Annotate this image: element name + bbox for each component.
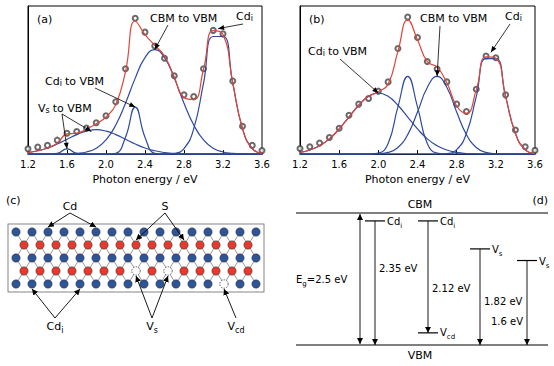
- svg-text:Cd: Cd: [505, 10, 520, 23]
- svg-text:to VBM: to VBM: [53, 102, 92, 115]
- svg-text:i: i: [251, 14, 253, 23]
- svg-text:3.2: 3.2: [215, 159, 231, 170]
- svg-text:CBM: CBM: [408, 198, 433, 211]
- svg-text:2.8: 2.8: [176, 159, 192, 170]
- svg-text:Photon energy / eV: Photon energy / eV: [92, 173, 198, 186]
- svg-text:to VBM: to VBM: [328, 45, 367, 58]
- svg-text:2.0: 2.0: [98, 159, 114, 170]
- svg-text:i: i: [60, 79, 62, 88]
- svg-text:Cdi: Cdi: [47, 320, 64, 335]
- svg-text:VBM: VBM: [408, 349, 433, 362]
- svg-text:1.82 eV: 1.82 eV: [484, 296, 523, 307]
- svg-text:i: i: [323, 49, 325, 58]
- svg-text:Photon energy / eV: Photon energy / eV: [365, 173, 471, 186]
- svg-text:CBM to VBM: CBM to VBM: [150, 12, 217, 25]
- svg-text:1.2: 1.2: [292, 159, 308, 170]
- svg-text:3.2: 3.2: [488, 159, 504, 170]
- svg-text:Vs: Vs: [539, 256, 550, 270]
- svg-text:Cd: Cd: [45, 75, 60, 88]
- svg-text:1.6: 1.6: [59, 159, 75, 170]
- svg-text:2.12 eV: 2.12 eV: [432, 283, 471, 294]
- svg-text:Cdi: Cdi: [440, 216, 455, 230]
- svg-text:(a): (a): [37, 13, 52, 26]
- svg-text:Cd: Cd: [63, 200, 78, 213]
- svg-text:S: S: [162, 200, 169, 213]
- svg-text:1.6: 1.6: [331, 159, 347, 170]
- svg-text:3.6: 3.6: [254, 159, 270, 170]
- svg-text:CBM to VBM: CBM to VBM: [420, 12, 487, 25]
- svg-text:2.0: 2.0: [370, 159, 386, 170]
- svg-text:1.2: 1.2: [20, 159, 36, 170]
- svg-text:Eg=2.5 eV: Eg=2.5 eV: [296, 274, 347, 288]
- svg-text:2.4: 2.4: [410, 159, 426, 170]
- svg-text:2.35 eV: 2.35 eV: [379, 263, 418, 274]
- svg-text:Vs: Vs: [492, 244, 503, 258]
- svg-text:Cd: Cd: [236, 10, 251, 23]
- svg-text:(d): (d): [532, 194, 548, 207]
- svg-text:i: i: [520, 14, 522, 23]
- svg-text:2.4: 2.4: [137, 159, 153, 170]
- svg-text:V: V: [38, 102, 46, 115]
- svg-text:Vs: Vs: [146, 320, 158, 335]
- svg-text:(b): (b): [309, 13, 325, 26]
- svg-text:to VBM: to VBM: [65, 75, 104, 88]
- svg-text:Cdi: Cdi: [387, 216, 402, 230]
- svg-text:1.6 eV: 1.6 eV: [491, 316, 523, 327]
- svg-text:2.8: 2.8: [449, 159, 465, 170]
- svg-text:s: s: [46, 106, 50, 115]
- svg-text:Cd: Cd: [308, 45, 323, 58]
- svg-text:3.6: 3.6: [527, 159, 543, 170]
- svg-text:(c): (c): [6, 194, 21, 207]
- svg-text:Vcd: Vcd: [440, 327, 455, 341]
- svg-text:Vcd: Vcd: [227, 320, 244, 335]
